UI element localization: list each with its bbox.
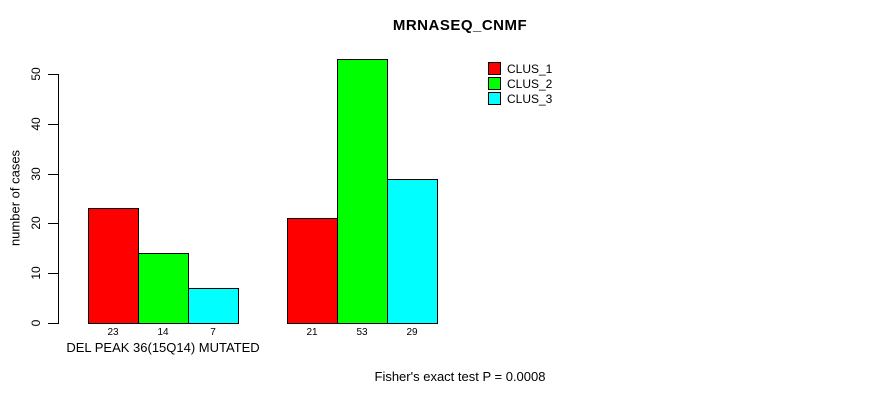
bar-value-label: 29 (406, 327, 418, 338)
fisher-test-annotation: Fisher's exact test P = 0.0008 (374, 369, 546, 384)
bar-clus_1-group2 (287, 218, 338, 324)
legend-label: CLUS_2 (507, 76, 553, 91)
bar-value-label: 53 (356, 327, 368, 338)
legend: CLUS_1 CLUS_2 CLUS_3 (488, 62, 552, 107)
bar-clus_1-group1 (88, 208, 139, 324)
legend-label: CLUS_3 (507, 91, 553, 106)
legend-swatch-clus_1 (488, 62, 501, 75)
y-axis-label: number of cases (7, 149, 23, 247)
legend-swatch-clus_3 (488, 92, 501, 105)
y-tick-label: 50 (29, 67, 43, 81)
y-tick-label: 30 (29, 167, 43, 181)
y-axis-tick (48, 124, 58, 125)
y-tick-label: 40 (29, 117, 43, 131)
y-tick-label: 10 (29, 266, 43, 280)
bar-clus_3-group2 (387, 179, 438, 324)
legend-row-clus_1: CLUS_1 (488, 61, 553, 76)
y-axis-tick (48, 74, 58, 75)
bar-value-label: 14 (157, 327, 169, 338)
legend-row-clus_3: CLUS_3 (488, 91, 553, 106)
y-axis-tick (48, 174, 58, 175)
legend-label: CLUS_1 (507, 61, 553, 76)
bar-value-label: 7 (210, 327, 216, 338)
legend-swatch-clus_2 (488, 77, 501, 90)
bar-value-label: 21 (306, 327, 318, 338)
y-tick-label: 0 (29, 319, 43, 327)
chart-title: MRNASEQ_CNMF (392, 17, 528, 34)
y-axis-tick (48, 273, 58, 274)
legend-row-clus_2: CLUS_2 (488, 76, 553, 91)
x-group-label: DEL PEAK 36(15Q14) MUTATED (66, 340, 260, 355)
bar-value-label: 23 (107, 327, 119, 338)
y-axis-tick (48, 223, 58, 224)
y-tick-label: 20 (29, 216, 43, 230)
bar-clus_2-group1 (138, 253, 189, 324)
y-axis-tick (48, 323, 58, 324)
y-axis-line (58, 74, 59, 324)
bar-clus_2-group2 (337, 59, 388, 324)
bar-clus_3-group1 (188, 288, 239, 324)
